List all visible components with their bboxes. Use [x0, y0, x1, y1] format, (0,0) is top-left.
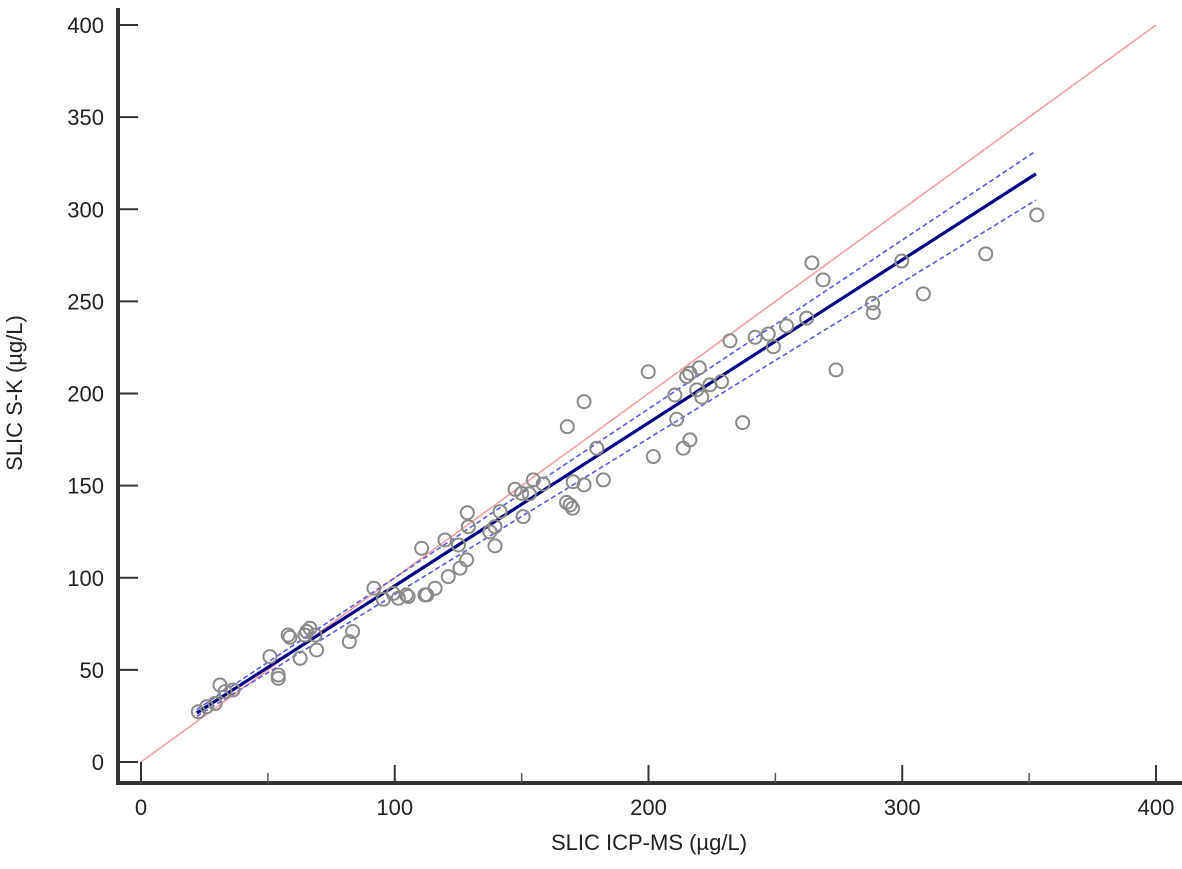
- data-point: [299, 624, 315, 640]
- y-tick-label: 250: [67, 289, 104, 314]
- data-point: [207, 695, 223, 711]
- data-point: [576, 394, 592, 410]
- data-point: [366, 580, 382, 596]
- data-point: [735, 415, 751, 431]
- data-point: [440, 569, 456, 585]
- y-axis-title: SLIC S-K (µg/L): [2, 315, 27, 471]
- data-point: [307, 627, 323, 643]
- data-point: [799, 310, 815, 326]
- data-point: [589, 440, 605, 456]
- regression-line: [195, 172, 1037, 715]
- y-tick-label: 200: [67, 382, 104, 407]
- data-point: [427, 580, 443, 596]
- data-point: [292, 650, 308, 666]
- upper-ci-line: [196, 150, 1037, 711]
- data-point: [760, 326, 776, 342]
- data-point: [894, 253, 910, 269]
- data-point: [515, 509, 531, 525]
- x-tick-label: 0: [135, 795, 147, 820]
- data-point: [640, 364, 656, 380]
- data-point: [765, 339, 781, 355]
- data-point: [828, 362, 844, 378]
- data-point: [978, 246, 994, 262]
- data-point: [565, 474, 581, 490]
- data-point: [679, 369, 695, 385]
- data-point: [450, 537, 466, 553]
- data-point: [225, 682, 241, 698]
- x-tick-label: 100: [376, 795, 413, 820]
- y-tick-label: 150: [67, 474, 104, 499]
- data-point: [459, 505, 475, 521]
- data-point: [682, 432, 698, 448]
- data-point: [390, 590, 406, 606]
- data-point: [492, 504, 508, 520]
- data-point: [199, 699, 215, 715]
- data-point: [525, 472, 541, 488]
- data-point: [217, 684, 233, 700]
- x-tick-label: 200: [630, 795, 667, 820]
- data-point: [459, 552, 475, 568]
- data-point: [722, 333, 738, 349]
- data-point: [460, 519, 476, 535]
- data-point: [400, 589, 416, 605]
- data-point: [437, 532, 453, 548]
- data-point: [667, 387, 683, 403]
- data-point: [414, 540, 430, 556]
- data-point: [345, 624, 361, 640]
- y-axis-ticks: 0 50 100 150 200 250 300 350 400: [67, 13, 142, 783]
- data-point: [779, 318, 795, 334]
- y-tick-label: 100: [67, 566, 104, 591]
- data-point: [487, 519, 503, 535]
- y-tick-label: 0: [92, 750, 104, 775]
- x-tick-label: 400: [1138, 795, 1175, 820]
- data-point: [595, 472, 611, 488]
- data-point: [514, 485, 530, 501]
- data-point: [689, 382, 705, 398]
- data-point: [452, 560, 468, 576]
- data-point: [190, 704, 206, 720]
- data-point: [562, 497, 578, 513]
- data-point: [815, 272, 831, 288]
- data-point: [309, 642, 325, 658]
- data-point: [487, 538, 503, 554]
- data-point: [747, 329, 763, 345]
- data-point: [645, 449, 661, 465]
- y-tick-label: 350: [67, 105, 104, 130]
- data-point: [535, 476, 551, 492]
- data-point: [1029, 207, 1045, 223]
- data-point: [576, 477, 592, 493]
- data-point: [282, 629, 298, 645]
- y-tick-label: 300: [67, 197, 104, 222]
- lower-ci-line: [196, 199, 1037, 717]
- data-points: [190, 207, 1045, 720]
- data-point: [865, 305, 881, 321]
- data-point: [865, 295, 881, 311]
- data-point: [691, 360, 707, 376]
- data-point: [804, 255, 820, 271]
- data-point: [714, 374, 730, 390]
- data-point: [521, 486, 537, 502]
- data-point: [270, 667, 286, 683]
- y-tick-label: 400: [67, 13, 104, 38]
- data-point: [675, 440, 691, 456]
- data-point: [482, 524, 498, 540]
- y-tick-label: 50: [80, 658, 104, 683]
- data-point: [565, 500, 581, 516]
- data-point: [262, 649, 278, 665]
- data-point: [669, 411, 685, 427]
- data-point: [341, 634, 357, 650]
- data-point: [559, 419, 575, 435]
- data-point: [915, 286, 931, 302]
- data-point: [280, 627, 296, 643]
- data-point: [398, 587, 414, 603]
- x-axis-title: SLIC ICP-MS (µg/L): [551, 830, 747, 855]
- data-point: [694, 389, 710, 405]
- x-axis-ticks: 0 100 200 300 400: [135, 765, 1174, 820]
- lines-layer: [140, 24, 1157, 763]
- x-tick-label: 300: [884, 795, 921, 820]
